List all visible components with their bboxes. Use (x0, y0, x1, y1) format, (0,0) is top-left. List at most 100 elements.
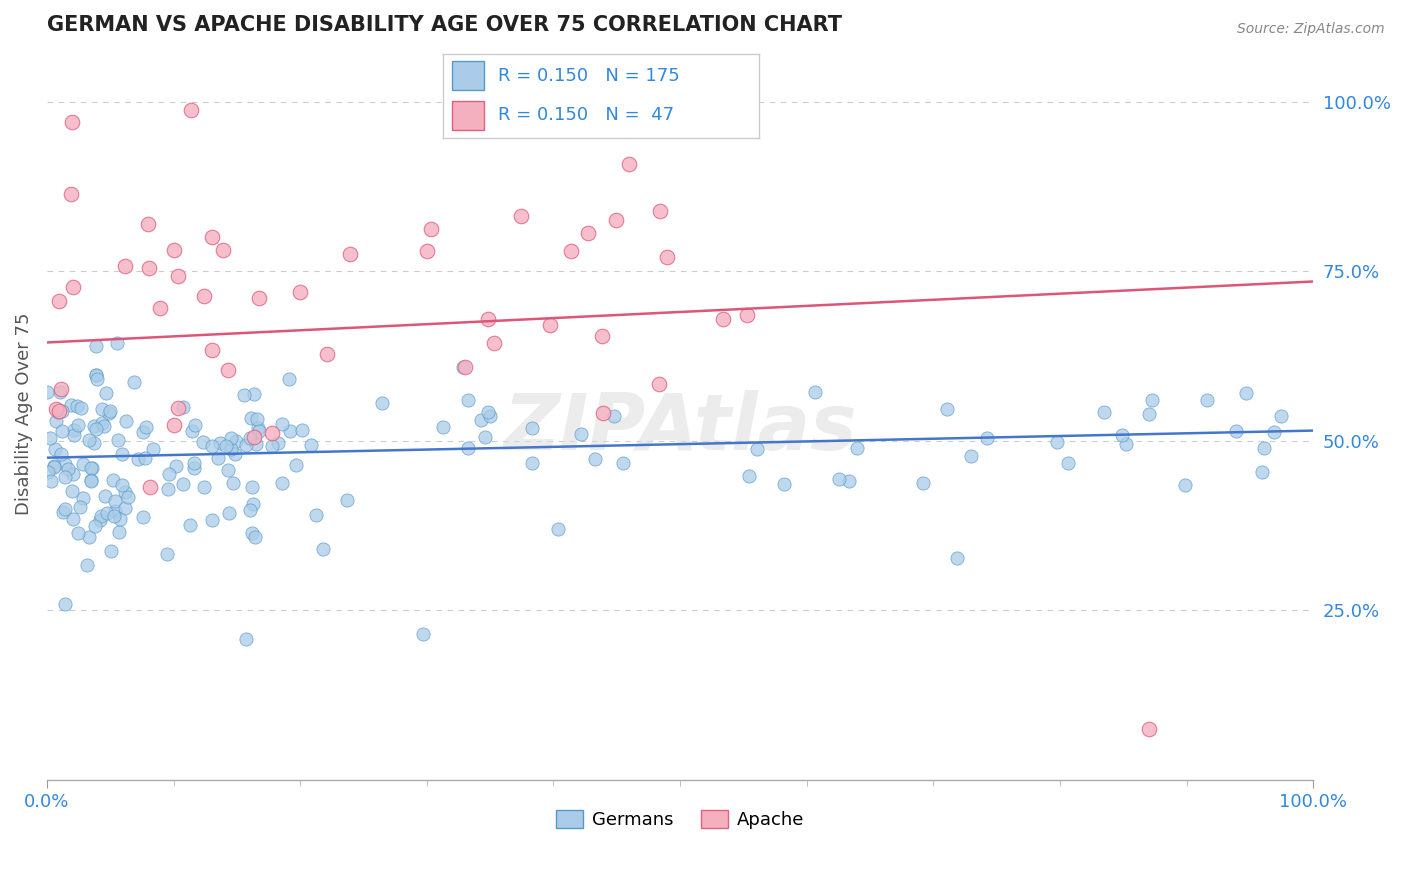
Point (132, 425, 155, 440)
Point (238, 502, 260, 516)
Point (191, 435, 214, 450)
Point (243, 387, 266, 401)
Point (217, 463, 239, 477)
Point (477, 405, 499, 419)
Point (845, 441, 868, 455)
Point (51, 447, 73, 461)
Point (98, 404, 121, 418)
Point (603, 409, 626, 424)
Point (477, 312, 499, 326)
Point (165, 459, 187, 474)
Point (53, 501, 76, 516)
Point (1046, 435, 1069, 450)
Point (193, 480, 215, 494)
Point (184, 418, 207, 433)
Point (42, 460, 65, 475)
Point (576, 226, 599, 240)
Point (127, 452, 149, 467)
Point (37, 466, 59, 480)
Point (104, 504, 127, 518)
Point (56, 462, 79, 476)
Point (453, 359, 475, 374)
Point (80, 473, 103, 487)
Point (312, 542, 335, 557)
Point (209, 436, 232, 450)
Point (193, 289, 215, 303)
Point (235, 632, 257, 646)
Point (647, 376, 669, 391)
Text: ZIPAtlas: ZIPAtlas (503, 391, 856, 467)
Point (183, 456, 205, 470)
Point (82, 460, 104, 475)
Point (828, 472, 851, 486)
Point (370, 395, 392, 409)
Point (1174, 478, 1197, 492)
Point (211, 243, 233, 257)
Point (605, 212, 627, 227)
Point (62, 467, 84, 481)
Point (179, 517, 201, 532)
Point (912, 476, 935, 491)
Point (246, 412, 269, 426)
Point (225, 434, 247, 448)
Point (139, 480, 162, 494)
Point (1140, 393, 1163, 408)
Point (104, 493, 127, 508)
Point (172, 477, 194, 491)
Point (239, 411, 262, 425)
Point (271, 475, 294, 490)
Point (773, 477, 796, 491)
Point (69, 500, 91, 515)
Point (735, 308, 758, 322)
Point (270, 417, 292, 431)
Point (114, 485, 136, 500)
Point (49, 382, 72, 396)
Point (77, 434, 100, 448)
Point (215, 439, 238, 453)
Point (77, 530, 100, 544)
Point (48, 293, 70, 308)
Point (55, 597, 77, 611)
Point (243, 429, 266, 443)
Point (91, 401, 114, 416)
Point (1270, 409, 1292, 423)
Point (1137, 407, 1160, 421)
Point (66, 526, 89, 541)
Point (107, 336, 129, 351)
Point (479, 409, 502, 424)
Point (520, 421, 543, 435)
Point (37, 384, 59, 399)
Point (457, 393, 479, 408)
Point (260, 439, 283, 453)
Point (803, 385, 825, 400)
Point (412, 627, 434, 641)
Point (1234, 386, 1257, 401)
Point (416, 244, 439, 258)
Point (1092, 405, 1115, 419)
Point (53, 470, 76, 484)
Point (315, 347, 337, 361)
Point (288, 285, 311, 299)
Point (111, 447, 134, 461)
Point (94, 489, 117, 503)
Point (84, 368, 107, 383)
Point (89, 513, 111, 527)
Point (522, 456, 544, 470)
Bar (453, 62, 484, 90)
Point (592, 406, 614, 420)
Point (157, 467, 180, 481)
Point (959, 449, 981, 463)
Point (183, 461, 205, 475)
Point (131, 509, 153, 524)
Point (72, 491, 94, 506)
Point (617, 157, 640, 171)
Point (249, 291, 271, 305)
Point (62, 279, 84, 293)
Point (232, 387, 254, 401)
Point (86, 372, 108, 386)
Point (138, 261, 160, 276)
Point (136, 217, 159, 231)
Point (935, 401, 957, 416)
Point (224, 447, 246, 461)
Point (149, 301, 172, 315)
